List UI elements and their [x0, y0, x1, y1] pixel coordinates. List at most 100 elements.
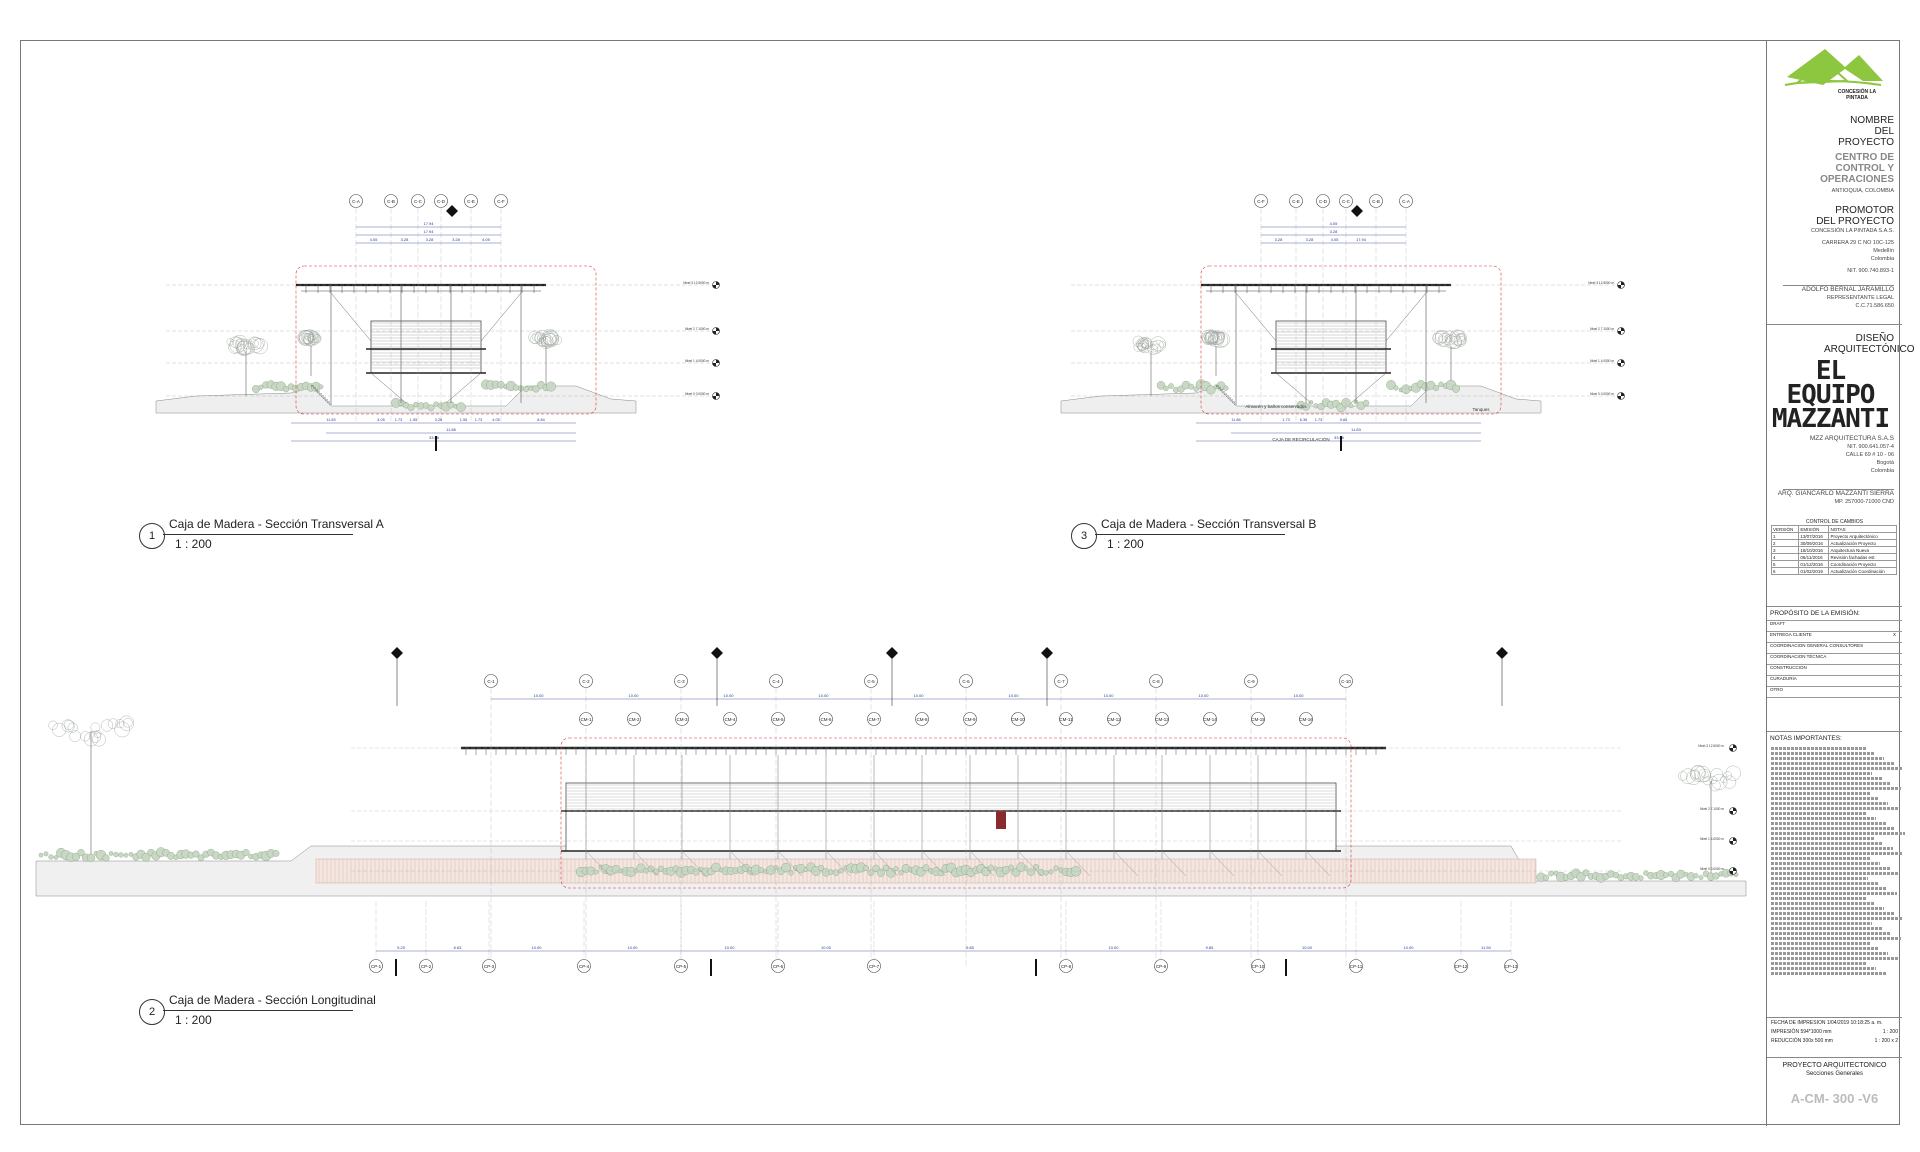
grid-label: C-9	[1247, 679, 1255, 684]
print-date: 1/04/2019 10:18:25 a. m.	[1827, 1020, 1883, 1026]
level-label: Nivel 3 12.5000 m	[1588, 281, 1614, 285]
vegetation	[1394, 386, 1399, 391]
vegetation	[1694, 873, 1699, 878]
vegetation	[1349, 404, 1353, 408]
tree-foliage	[1678, 771, 1687, 780]
vegetation	[1164, 386, 1169, 391]
architect-mp: MP. 257000-71000 CND	[1767, 498, 1894, 506]
grid-label: C-D	[1319, 199, 1328, 204]
grid-label: C-5	[867, 679, 875, 684]
changes-cell: 5	[1772, 561, 1799, 568]
drawing-area: C-A C-B C-C C-D C-E C-F 17.94 17.94 4.05 3.28 3.28…	[21, 41, 1766, 1126]
notes-section: NOTAS IMPORTANTES:	[1767, 731, 1902, 975]
section-marker-icon	[886, 647, 898, 659]
vegetation	[49, 855, 54, 860]
sheet-section: PROYECTO ARQUITECTONICO Secciones Genera…	[1767, 1057, 1902, 1106]
changes-section: CONTROL DE CAMBIOS VERSIÓN EMISIÓN NOTAS…	[1767, 519, 1902, 575]
tree-foliage	[80, 731, 90, 741]
changes-table: VERSIÓN EMISIÓN NOTAS 1 13/07/2016 Proyect…	[1771, 525, 1897, 575]
changes-cell: 18/10/2016	[1799, 547, 1829, 554]
section-marker-icon	[446, 205, 458, 217]
grid-label: CP-8	[1061, 964, 1072, 969]
dimension-text: 3.28	[426, 237, 435, 242]
level-label: Nivel 0 0.0000 m	[685, 392, 709, 396]
tree-foliage	[49, 721, 58, 730]
vegetation	[758, 867, 764, 873]
grid-label: CP-5	[676, 964, 687, 969]
firm-nit: NIT. 900.641.057-4	[1767, 443, 1894, 451]
vegetation	[1033, 864, 1039, 870]
grid-label: C-4	[772, 679, 780, 684]
dimension-text: 1.73	[395, 418, 402, 422]
dimension-text: 3.28	[1330, 229, 1339, 234]
grid-label: CP-7	[869, 964, 880, 969]
tree-foliage	[1724, 772, 1732, 780]
grid-label: CM-5	[773, 717, 784, 722]
drawing-sheet: C-A C-B C-C C-D C-E C-F 17.94 17.94 4.05 3.28 3.28…	[20, 40, 1900, 1125]
legal-rep-cc: C.C.71.586.650	[1767, 302, 1894, 310]
purpose-label-text: COORDINACION GENERAL CONSULTORES	[1770, 643, 1863, 653]
dimension-text: 9.85	[1206, 945, 1215, 950]
vegetation	[1188, 384, 1194, 390]
vegetation	[594, 870, 598, 874]
project-section: NOMBRE DEL PROYECTO CENTRO DE CONTROL Y …	[1767, 115, 1902, 310]
changes-cell: Actualización Proyecto	[1829, 540, 1897, 547]
vegetation	[693, 869, 700, 876]
tree-foliage	[1451, 330, 1466, 345]
vegetation	[546, 382, 556, 392]
vegetation	[1548, 871, 1553, 876]
grid-label: CM-7	[869, 717, 880, 722]
tree-foliage	[123, 718, 132, 727]
changes-cell: 30/09/2016	[1799, 540, 1829, 547]
dimension-text: 10.00	[723, 693, 734, 698]
vegetation	[129, 852, 133, 856]
vegetation	[124, 853, 128, 857]
changes-cell: 06/11/2016	[1799, 554, 1829, 561]
changes-header: NOTAS	[1829, 526, 1897, 533]
dimension-text: 10.00	[724, 945, 735, 950]
changes-cell: Actualización Coordinación	[1829, 568, 1897, 575]
vegetation	[273, 850, 279, 856]
level-label: Nivel 0 0.0000 m	[1590, 392, 1614, 396]
grid-label: CM-1	[581, 717, 592, 722]
tree-foliage	[92, 733, 105, 746]
legal-rep-role: REPRESENTANTE LEGAL	[1767, 294, 1894, 302]
project-location: ANTIOQUIA, COLOMBIA	[1767, 187, 1894, 195]
dimension-text: 33.56	[1334, 435, 1345, 440]
vegetation	[988, 865, 994, 871]
grid-label: CM-2	[629, 717, 640, 722]
vegetation	[1071, 866, 1081, 876]
grid-label: CM-8	[917, 717, 928, 722]
dimension-text: 9.84	[1340, 418, 1347, 422]
level-label: Nivel 2 7.1000 m	[1700, 807, 1724, 811]
vegetation	[456, 402, 465, 411]
vegetation	[1224, 386, 1229, 391]
dimension-text: 11.86	[1231, 418, 1240, 422]
vegetation	[1452, 385, 1460, 393]
changes-header: EMISIÓN	[1799, 526, 1829, 533]
changes-cell: Coordinación Proyecto	[1829, 561, 1897, 568]
grid-label: CM-12	[1107, 717, 1121, 722]
promoter-nit: NIT. 900.740.893-1	[1767, 267, 1894, 275]
vegetation	[1309, 400, 1313, 404]
dimension-text: 5.25	[397, 945, 406, 950]
vegetation	[829, 870, 834, 875]
changes-row: 6 01/02/2019 Actualización Coordinación	[1772, 568, 1897, 575]
project-name: CENTRO DE CONTROL Y OPERACIONES	[1784, 152, 1894, 185]
tree-foliage	[1726, 766, 1741, 781]
room-label: Almacén y baños conservados	[1245, 404, 1307, 409]
room-label: CAJA DE RECIRCULACIÓN	[1272, 436, 1329, 442]
drawing-name-1: Caja de Madera - Sección Transversal A	[169, 517, 384, 531]
tree-foliage	[115, 722, 130, 737]
grid-label: CM-14	[1203, 717, 1217, 722]
vegetation	[1699, 875, 1703, 879]
purpose-row: CONSTRUCCION	[1767, 664, 1902, 675]
changes-row: 3 18/10/2016 Arquitectura Nueva	[1772, 547, 1897, 554]
vegetation	[1049, 869, 1054, 874]
purpose-row: DRAFT	[1767, 620, 1902, 631]
print-scale: 1 : 200	[1883, 1029, 1898, 1035]
changes-cell: 6	[1772, 568, 1799, 575]
vegetation	[1168, 383, 1173, 388]
vegetation	[103, 855, 110, 862]
tree-foliage	[252, 339, 268, 355]
